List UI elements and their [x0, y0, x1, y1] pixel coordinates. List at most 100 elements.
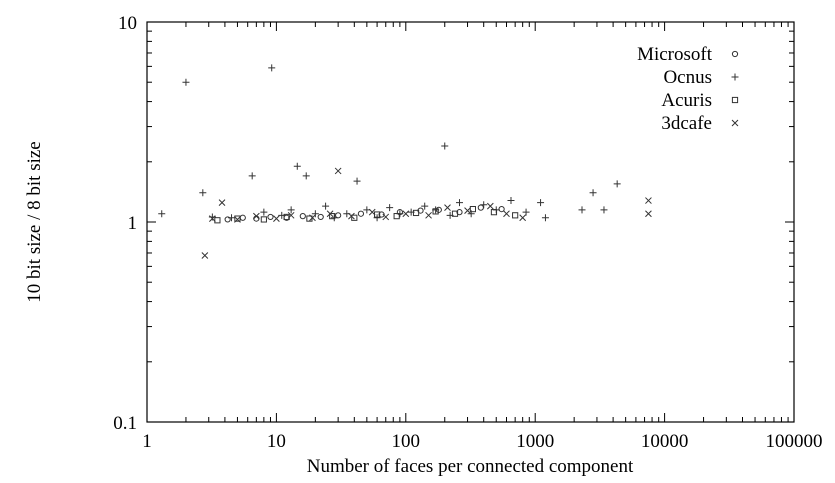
- data-point: [334, 167, 342, 175]
- data-point: [444, 204, 451, 211]
- data-point: [451, 210, 459, 217]
- data-point: [302, 172, 310, 180]
- data-point: [329, 213, 336, 220]
- data-point: [199, 189, 207, 197]
- legend-label: 3dcafe: [661, 113, 712, 134]
- data-point: [253, 212, 260, 220]
- legend-label: Ocnus: [663, 67, 712, 88]
- y-axis-label: 10 bit size / 8 bit size: [24, 141, 45, 302]
- data-point: [477, 204, 484, 211]
- data-point: [260, 216, 267, 223]
- data-marks: [158, 64, 652, 259]
- axis-ticks: [146, 21, 795, 423]
- data-point: [224, 216, 231, 223]
- data-point: [363, 206, 371, 214]
- data-point: [613, 180, 621, 188]
- data-point: [441, 142, 449, 150]
- data-point: [311, 210, 319, 218]
- y-tick-label: 0.1: [113, 413, 137, 434]
- series-microsoft: [224, 204, 505, 223]
- y-tick-label: 1: [128, 213, 138, 234]
- data-point: [425, 211, 432, 219]
- series-3dcafe: [201, 167, 652, 259]
- data-point: [386, 204, 394, 212]
- data-point: [498, 206, 505, 213]
- data-point: [412, 209, 420, 217]
- data-point: [182, 78, 190, 86]
- data-point: [512, 212, 519, 219]
- legend-marker: [731, 96, 739, 104]
- data-point: [326, 210, 334, 218]
- data-point: [201, 252, 209, 259]
- x-tick-label: 10000: [641, 431, 689, 452]
- data-point: [353, 177, 361, 185]
- data-point: [432, 208, 439, 215]
- data-point: [293, 162, 301, 170]
- data-point: [335, 212, 342, 219]
- data-point: [503, 210, 510, 218]
- series-acuris: [214, 206, 519, 224]
- legend-label: Microsoft: [637, 44, 713, 65]
- data-point: [589, 189, 597, 197]
- data-point: [578, 206, 586, 214]
- data-point: [209, 215, 216, 222]
- data-point: [299, 213, 306, 220]
- data-point: [317, 213, 324, 221]
- data-point: [480, 201, 488, 209]
- data-point: [382, 213, 390, 221]
- data-point: [218, 199, 226, 206]
- data-point: [309, 214, 316, 222]
- data-point: [469, 206, 476, 213]
- series-ocnus: [158, 64, 621, 222]
- data-point: [486, 202, 494, 210]
- data-point: [330, 214, 338, 222]
- x-axis-label: Number of faces per connected component: [307, 456, 634, 477]
- data-point: [490, 209, 498, 216]
- data-point: [322, 202, 330, 210]
- data-point: [537, 199, 545, 207]
- data-point: [214, 217, 221, 224]
- data-point: [287, 206, 295, 214]
- data-point: [351, 214, 358, 221]
- y-tick-label: 10: [118, 13, 137, 34]
- data-point: [268, 64, 276, 72]
- data-point: [378, 211, 385, 218]
- data-point: [228, 214, 236, 222]
- legend-label: Acuris: [661, 90, 712, 111]
- x-tick-label: 100000: [766, 431, 823, 452]
- data-point: [393, 213, 400, 220]
- data-point: [158, 210, 166, 218]
- data-point: [273, 215, 280, 222]
- data-point: [357, 210, 365, 217]
- data-point: [402, 210, 410, 218]
- data-point: [464, 207, 471, 214]
- x-tick-label: 1: [142, 431, 152, 452]
- data-point: [421, 202, 429, 210]
- legend-marker: [731, 50, 739, 58]
- x-tick-label: 10: [267, 431, 286, 452]
- x-tick-label: 1000: [516, 431, 554, 452]
- legend-marker: [731, 119, 739, 127]
- data-point: [234, 215, 241, 222]
- legend-marker: [731, 73, 739, 81]
- data-point: [239, 214, 246, 221]
- data-point: [645, 210, 652, 218]
- data-point: [287, 211, 295, 219]
- data-point: [260, 208, 268, 216]
- data-point: [541, 214, 549, 222]
- x-tick-label: 100: [392, 431, 421, 452]
- data-point: [600, 206, 608, 214]
- data-point: [519, 214, 527, 222]
- data-point: [248, 172, 256, 180]
- data-point: [267, 213, 274, 221]
- data-point: [373, 214, 381, 222]
- data-point: [368, 208, 376, 216]
- data-point: [348, 212, 355, 220]
- data-point: [522, 208, 530, 216]
- data-point: [234, 216, 241, 223]
- data-point: [507, 197, 515, 205]
- data-point: [456, 209, 463, 216]
